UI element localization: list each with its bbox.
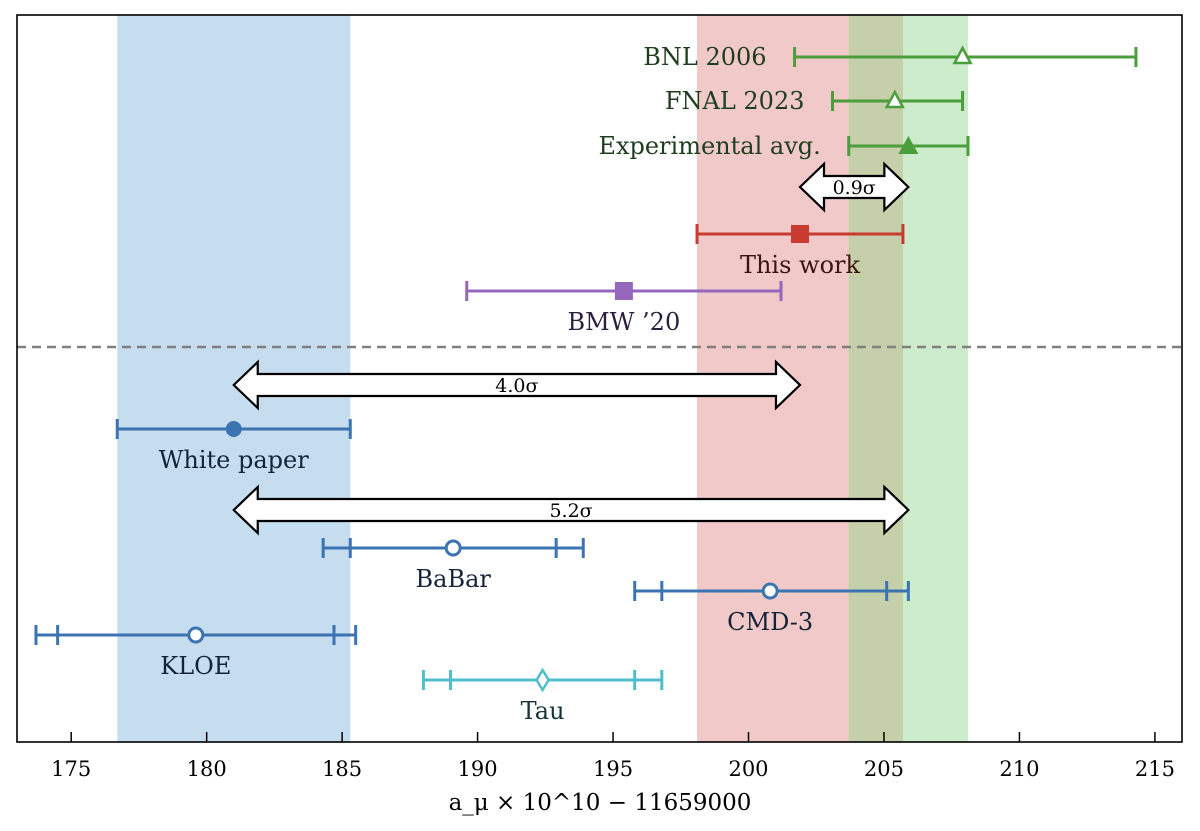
double-arrow [798,161,910,213]
x-axis-ticks: 175 180 185 190 195 200 205 210 215 [51,732,1175,781]
x-tick-label: 175 [51,757,91,781]
point-kloe: KLOE [34,625,358,680]
point-label: This work [740,251,861,279]
x-tick-label: 200 [728,757,768,781]
band-overlap [848,15,903,742]
x-tick-label: 205 [864,757,904,781]
marker-open-triangle [952,45,973,65]
point-label: FNAL 2023 [665,87,805,115]
point-label: White paper [159,446,310,474]
x-tick-label: 215 [1135,757,1175,781]
marker-square [790,225,809,243]
x-tick-label: 190 [458,757,498,781]
data-points: BNL 2006 FNAL 2023 Experimental avg. This w… [34,43,1138,725]
marker-open-diamond [535,667,551,693]
x-tick-label: 210 [999,757,1039,781]
point-babar: BaBar [321,538,585,593]
point-label: KLOE [160,652,231,680]
point-thiswork: This work [695,224,905,279]
point-exp: Experimental avg. [598,132,970,160]
marker-open-circle [761,582,779,600]
point-bmw: BMW ’20 [465,281,783,336]
double-arrow [232,484,910,536]
marker-square [614,282,633,300]
double-arrow [232,359,802,411]
marker-open-triangle [884,89,905,109]
x-tick-label: 185 [322,757,362,781]
marker-open-circle [444,539,462,557]
point-label: Experimental avg. [598,132,820,160]
marker-triangle [898,136,919,154]
point-label: CMD-3 [727,608,813,636]
marker-open-circle [187,626,205,644]
arrow-label: 5.2σ [549,500,592,522]
arrow-sig40: 4.0σ [232,359,802,411]
point-tau: Tau [421,667,664,725]
x-tick-label: 195 [593,757,633,781]
plot-frame [16,14,1183,743]
point-cmd3: CMD-3 [633,581,910,636]
significance-arrows: 0.9σ 4.0σ 5.2σ [232,161,910,536]
marker-circle [225,421,242,437]
arrow-sig09: 0.9σ [798,161,910,213]
arrow-sig52: 5.2σ [232,484,910,536]
x-tick-label: 180 [187,757,227,781]
point-fnal: FNAL 2023 [665,87,965,115]
arrow-label: 4.0σ [495,375,538,397]
point-label: BaBar [416,565,492,593]
point-label: Tau [521,697,565,725]
point-bnl: BNL 2006 [643,43,1138,71]
point-wp: White paper [115,419,352,474]
arrow-label: 0.9σ [833,177,876,199]
x-axis-label: a_μ × 10^10 − 11659000 [449,790,752,816]
point-label: BNL 2006 [643,43,766,71]
point-label: BMW ’20 [568,308,681,336]
